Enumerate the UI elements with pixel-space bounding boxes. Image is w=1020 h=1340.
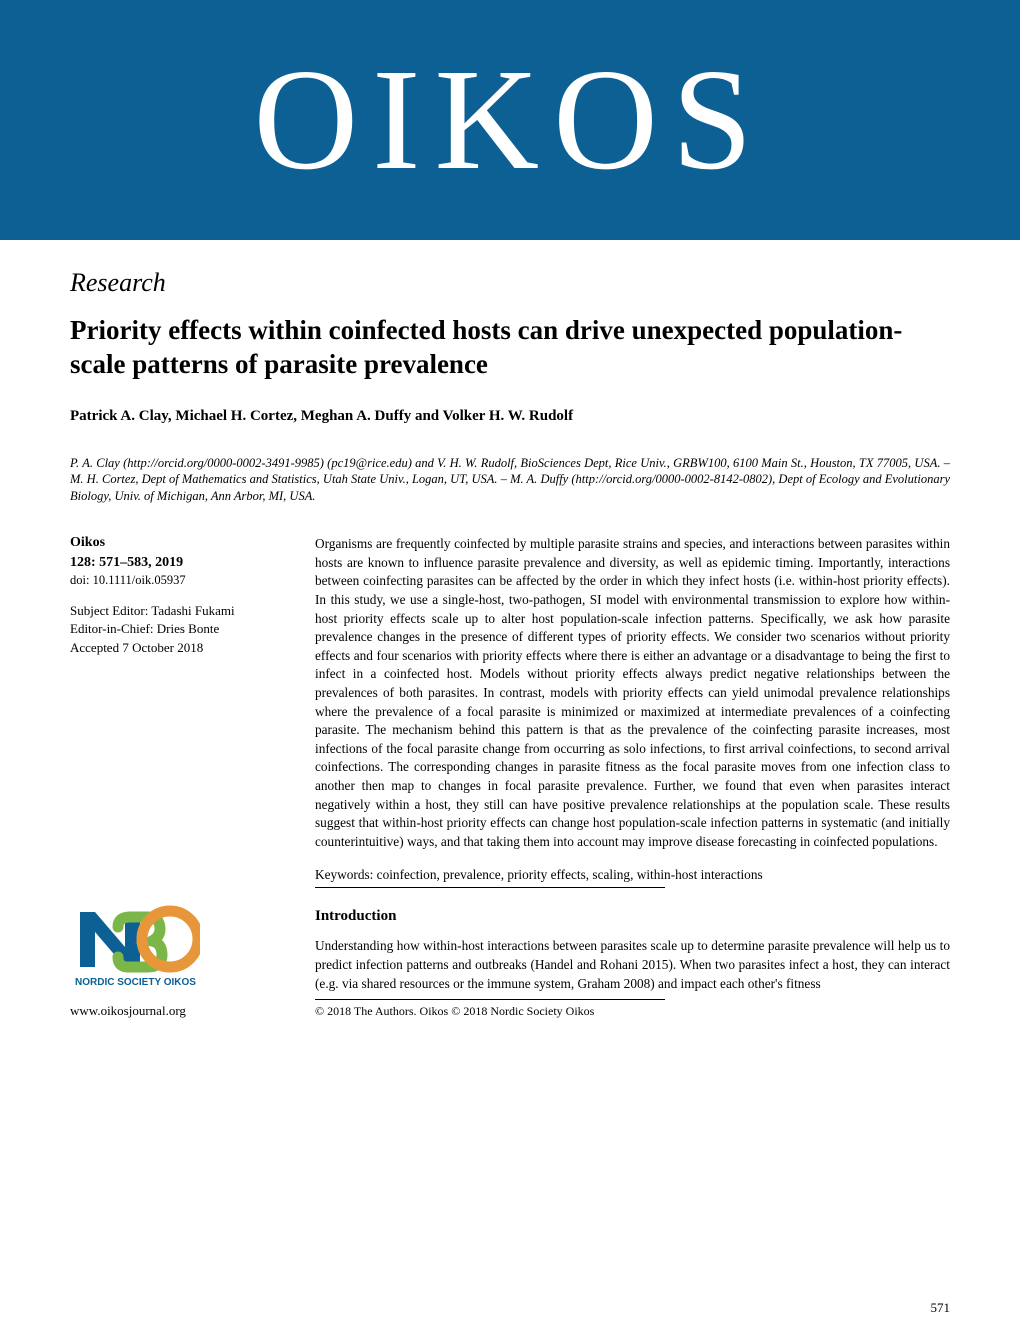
subject-editor: Subject Editor: Tadashi Fukami: [70, 602, 285, 620]
journal-logo: OIKOS: [253, 37, 766, 203]
intro-heading: Introduction: [315, 908, 950, 925]
publisher-logo-section: NORDIC SOCIETY OIKOS www.oikosjournal.or…: [70, 897, 285, 1019]
nso-logo-icon: NORDIC SOCIETY OIKOS: [70, 897, 200, 997]
accepted-date: Accepted 7 October 2018: [70, 639, 285, 657]
editor-info: Subject Editor: Tadashi Fukami Editor-in…: [70, 602, 285, 657]
journal-name: Oikos: [70, 535, 285, 551]
sidebar: Oikos 128: 571–583, 2019 doi: 10.1111/oi…: [70, 535, 285, 1019]
doi: doi: 10.1111/oik.05937: [70, 573, 285, 588]
keywords: Keywords: coinfection, prevalence, prior…: [315, 867, 950, 883]
journal-banner: OIKOS: [0, 0, 1020, 240]
nso-logo-text: NORDIC SOCIETY OIKOS: [75, 977, 196, 988]
journal-url: www.oikosjournal.org: [70, 1003, 285, 1019]
section-label: Research: [70, 268, 950, 298]
article-title: Priority effects within coinfected hosts…: [70, 314, 950, 382]
abstract: Organisms are frequently coinfected by m…: [315, 535, 950, 851]
authors: Patrick A. Clay, Michael H. Cortez, Megh…: [70, 408, 950, 425]
article-content: Research Priority effects within coinfec…: [0, 240, 1020, 1049]
page-number: 571: [931, 1300, 951, 1316]
divider: [315, 999, 665, 1000]
copyright: © 2018 The Authors. Oikos © 2018 Nordic …: [315, 1004, 950, 1019]
two-column-layout: Oikos 128: 571–583, 2019 doi: 10.1111/oi…: [70, 535, 950, 1019]
citation: 128: 571–583, 2019: [70, 555, 285, 571]
affiliations: P. A. Clay (http://orcid.org/0000-0002-3…: [70, 455, 950, 506]
divider: [315, 887, 665, 888]
editor-in-chief: Editor-in-Chief: Dries Bonte: [70, 620, 285, 638]
main-column: Organisms are frequently coinfected by m…: [315, 535, 950, 1019]
intro-text: Understanding how within-host interactio…: [315, 937, 950, 993]
